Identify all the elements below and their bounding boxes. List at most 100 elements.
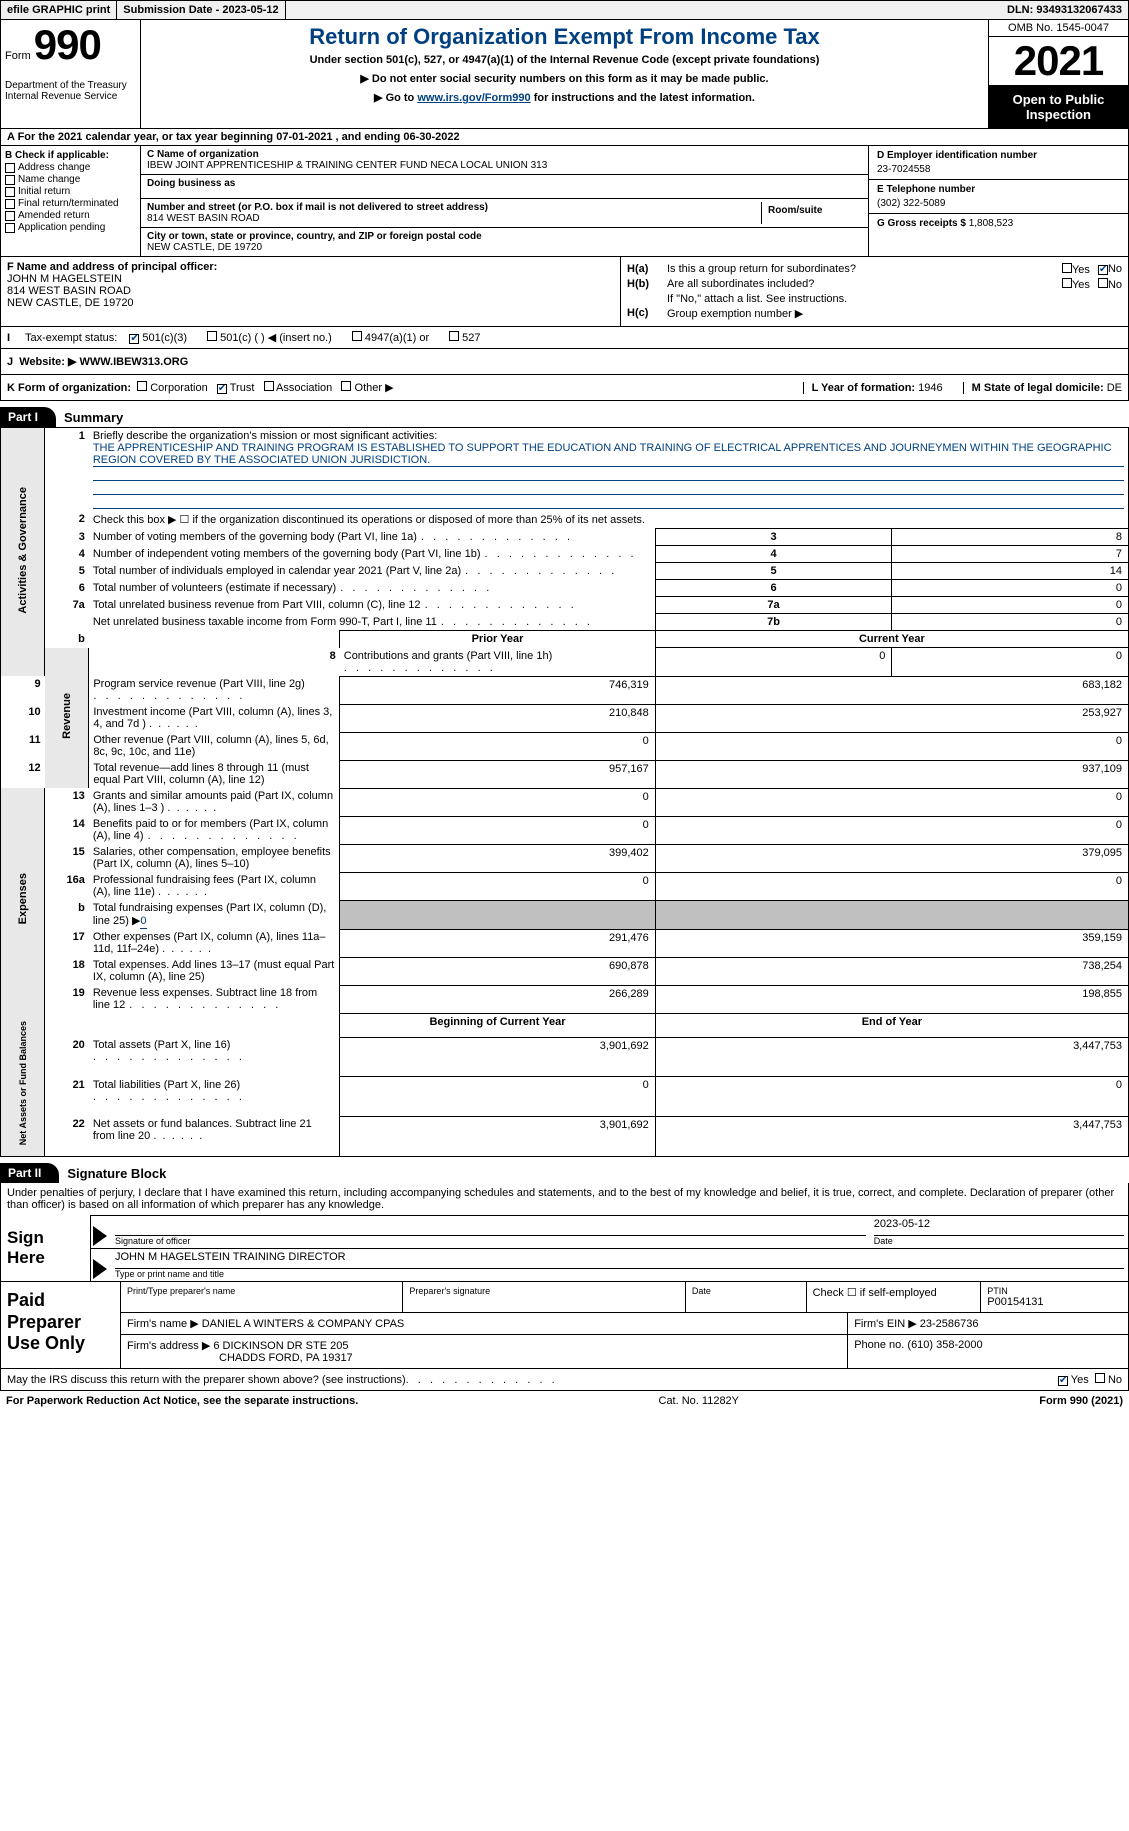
- discuss-with-preparer-row: May the IRS discuss this return with the…: [0, 1369, 1129, 1391]
- line20-desc: Total assets (Part X, line 16): [89, 1037, 340, 1077]
- dba-box: Doing business as: [141, 175, 868, 199]
- officer-name: JOHN M HAGELSTEIN: [7, 273, 614, 285]
- form-number: 990: [34, 21, 101, 68]
- line5-desc: Total number of individuals employed in …: [89, 563, 655, 580]
- line7b-desc: Net unrelated business taxable income fr…: [89, 614, 655, 631]
- subtitle-2: Do not enter social security numbers on …: [145, 72, 984, 85]
- part2-header: Part II Signature Block: [0, 1163, 1129, 1183]
- open-to-public: Open to Public Inspection: [989, 86, 1128, 128]
- city-box: City or town, state or province, country…: [141, 228, 868, 256]
- officer-name-label: Type or print name and title: [115, 1269, 1124, 1279]
- department: Department of the Treasury Internal Reve…: [5, 80, 136, 102]
- cb-final-return[interactable]: Final return/terminated: [5, 198, 136, 209]
- line16a-curr: 0: [655, 872, 1128, 900]
- line17-prior: 291,476: [340, 929, 655, 957]
- preparer-print-label: Print/Type preparer's name: [127, 1286, 396, 1296]
- sig-date-label: Date: [874, 1236, 1124, 1246]
- paperwork-notice: For Paperwork Reduction Act Notice, see …: [6, 1395, 358, 1407]
- line11-desc: Other revenue (Part VIII, column (A), li…: [89, 732, 340, 760]
- phone-value: (302) 322-5089: [877, 198, 1120, 209]
- col-d: D Employer identification number 23-7024…: [868, 146, 1128, 256]
- cb-association[interactable]: Association: [264, 382, 333, 394]
- line22-curr: 3,447,753: [655, 1116, 1128, 1156]
- part1-title: Summary: [64, 410, 123, 425]
- line8-curr: 0: [892, 648, 1129, 677]
- line18-prior: 690,878: [340, 957, 655, 985]
- ptin-value: P00154131: [987, 1296, 1122, 1308]
- ptin-label: PTIN: [987, 1286, 1122, 1296]
- line15-curr: 379,095: [655, 844, 1128, 872]
- part1-header: Part I Summary: [0, 407, 1129, 427]
- line3-desc: Number of voting members of the governin…: [89, 529, 655, 546]
- main-title: Return of Organization Exempt From Incom…: [145, 24, 984, 50]
- col-b-header: B Check if applicable:: [5, 150, 136, 161]
- row-a-tax-year: A For the 2021 calendar year, or tax yea…: [0, 129, 1129, 146]
- cb-4947[interactable]: 4947(a)(1) or: [352, 331, 429, 344]
- line9-desc: Program service revenue (Part VIII, line…: [89, 676, 340, 704]
- cb-initial-return[interactable]: Initial return: [5, 186, 136, 197]
- discuss-no[interactable]: No: [1095, 1373, 1122, 1386]
- ha-no[interactable]: No: [1098, 263, 1122, 276]
- cb-527[interactable]: 527: [449, 331, 480, 344]
- ein-value: 23-7024558: [877, 164, 1120, 175]
- page-footer: For Paperwork Reduction Act Notice, see …: [0, 1391, 1129, 1411]
- col-c-org-info: C Name of organization IBEW JOINT APPREN…: [141, 146, 868, 256]
- ha-yes[interactable]: Yes: [1062, 263, 1090, 276]
- preparer-date-label: Date: [692, 1286, 800, 1296]
- line22-prior: 3,901,692: [340, 1116, 655, 1156]
- efile-graphic-print[interactable]: efile GRAPHIC print: [1, 1, 117, 19]
- signature-arrow-icon: [93, 1226, 107, 1246]
- line13-curr: 0: [655, 788, 1128, 816]
- irs-link[interactable]: www.irs.gov/Form990: [417, 92, 530, 104]
- line21-desc: Total liabilities (Part X, line 26): [89, 1077, 340, 1117]
- cb-other[interactable]: Other ▶: [341, 382, 393, 394]
- ein-box: D Employer identification number 23-7024…: [869, 146, 1128, 180]
- phone-box: E Telephone number (302) 322-5089: [869, 180, 1128, 214]
- cb-501c[interactable]: 501(c) ( ) ◀ (insert no.): [207, 331, 332, 344]
- hb-no[interactable]: No: [1098, 278, 1122, 291]
- line20-prior: 3,901,692: [340, 1037, 655, 1077]
- tax-year: 2021: [989, 37, 1128, 86]
- officer-printed-name: JOHN M HAGELSTEIN TRAINING DIRECTOR: [115, 1251, 1124, 1269]
- self-employed-check[interactable]: Check ☐ if self-employed: [807, 1282, 982, 1312]
- line11-prior: 0: [340, 732, 655, 760]
- cb-trust[interactable]: Trust: [217, 382, 255, 394]
- room-suite-label: Room/suite: [768, 205, 856, 216]
- cb-corporation[interactable]: Corporation: [137, 382, 208, 394]
- cb-501c3[interactable]: 501(c)(3): [129, 332, 187, 344]
- line16a-prior: 0: [340, 872, 655, 900]
- line16b-desc: Total fundraising expenses (Part IX, col…: [89, 900, 340, 929]
- firm-address: 6 DICKINSON DR STE 205: [213, 1340, 348, 1352]
- discuss-yes[interactable]: Yes: [1058, 1374, 1089, 1386]
- cb-application-pending[interactable]: Application pending: [5, 222, 136, 233]
- title-cell: Return of Organization Exempt From Incom…: [141, 20, 988, 128]
- state-domicile: M State of legal domicile: DE: [963, 382, 1122, 394]
- line22-desc: Net assets or fund balances. Subtract li…: [89, 1116, 340, 1156]
- line10-curr: 253,927: [655, 704, 1128, 732]
- top-bar: efile GRAPHIC print Submission Date - 20…: [0, 0, 1129, 20]
- line19-desc: Revenue less expenses. Subtract line 18 …: [89, 985, 340, 1013]
- line1-label: Briefly describe the organization's miss…: [93, 430, 1124, 442]
- cb-amended-return[interactable]: Amended return: [5, 210, 136, 221]
- line7b-val: 0: [892, 614, 1129, 631]
- city-state-zip: NEW CASTLE, DE 19720: [147, 242, 862, 253]
- line19-curr: 198,855: [655, 985, 1128, 1013]
- line10-prior: 210,848: [340, 704, 655, 732]
- line15-prior: 399,402: [340, 844, 655, 872]
- line14-prior: 0: [340, 816, 655, 844]
- line3-val: 8: [892, 529, 1129, 546]
- line6-desc: Total number of volunteers (estimate if …: [89, 580, 655, 597]
- line18-desc: Total expenses. Add lines 13–17 (must eq…: [89, 957, 340, 985]
- line12-prior: 957,167: [340, 760, 655, 788]
- end-year-hdr: End of Year: [655, 1013, 1128, 1037]
- line21-curr: 0: [655, 1077, 1128, 1117]
- hb-yes[interactable]: Yes: [1062, 278, 1090, 291]
- cb-address-change[interactable]: Address change: [5, 162, 136, 173]
- col-b-checkboxes: B Check if applicable: Address change Na…: [1, 146, 141, 256]
- cb-name-change[interactable]: Name change: [5, 174, 136, 185]
- gross-receipts-value: 1,808,523: [969, 218, 1014, 229]
- signature-section: Under penalties of perjury, I declare th…: [0, 1183, 1129, 1282]
- form-label: Form: [5, 50, 31, 62]
- line20-curr: 3,447,753: [655, 1037, 1128, 1077]
- row-klm: K Form of organization: Corporation Trus…: [0, 375, 1129, 401]
